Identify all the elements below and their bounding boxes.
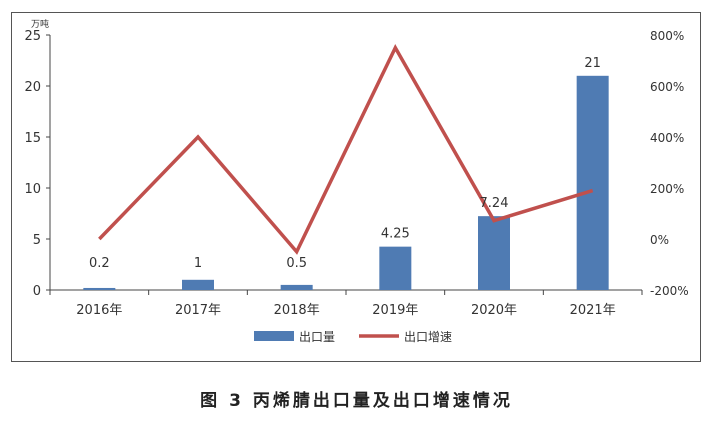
bar-data-label: 4.25 bbox=[381, 227, 410, 242]
bar-data-label: 7.24 bbox=[480, 196, 509, 211]
bar-data-label: 0.2 bbox=[89, 256, 110, 271]
y-left-tick-label: 10 bbox=[24, 182, 41, 197]
y-left-tick-label: 20 bbox=[24, 80, 41, 95]
figure-caption: 图 3 丙烯腈出口量及出口增速情况 bbox=[200, 391, 513, 411]
x-tick-label: 2018年 bbox=[274, 303, 320, 318]
y-right-tick-label: 200% bbox=[650, 182, 684, 196]
bar bbox=[478, 216, 510, 290]
y-right-tick-label: 0% bbox=[650, 233, 669, 247]
bar bbox=[379, 246, 412, 290]
legend-swatch-bar bbox=[254, 331, 294, 341]
y-right-tick-label: 400% bbox=[650, 131, 684, 145]
bar-data-label: 1 bbox=[194, 256, 202, 271]
y-left-tick-label: 0 bbox=[33, 284, 41, 299]
bar-data-label: 21 bbox=[584, 56, 601, 71]
x-tick-label: 2020年 bbox=[471, 303, 517, 318]
bar-data-label: 0.5 bbox=[286, 256, 307, 271]
x-tick-label: 2016年 bbox=[76, 303, 122, 318]
x-tick-label: 2021年 bbox=[570, 303, 616, 318]
bar bbox=[83, 287, 116, 290]
bar bbox=[182, 279, 214, 290]
bar bbox=[576, 75, 609, 290]
y-right-tick-label: -200% bbox=[650, 284, 689, 298]
chart-frame: 0 5 10 15 20 25 万吨 -200% 0% 200% 400% 600% 800% 2016年… bbox=[11, 12, 701, 362]
bar bbox=[280, 284, 313, 290]
y-left-tick-label: 5 bbox=[33, 233, 41, 248]
y-left-tick-label: 25 bbox=[24, 29, 41, 44]
y-right-tick-label: 800% bbox=[650, 29, 684, 43]
legend-label-bar: 出口量 bbox=[299, 330, 335, 344]
legend-label-line: 出口增速 bbox=[404, 330, 452, 344]
y-right-tick-label: 600% bbox=[650, 80, 684, 94]
x-tick-label: 2017年 bbox=[175, 303, 221, 318]
y-left-tick-label: 15 bbox=[24, 131, 41, 146]
growth-line bbox=[98, 43, 594, 255]
y-left-unit-label: 万吨 bbox=[31, 18, 49, 30]
x-tick-label: 2019年 bbox=[372, 303, 418, 318]
